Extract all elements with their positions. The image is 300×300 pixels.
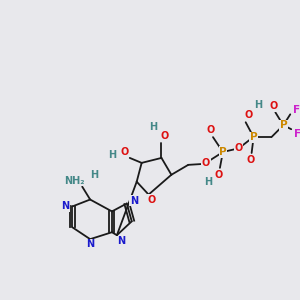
Text: N: N — [61, 202, 69, 212]
Text: O: O — [202, 158, 210, 168]
Text: H: H — [149, 122, 158, 132]
Text: N: N — [86, 239, 94, 249]
Text: F: F — [294, 129, 300, 139]
Text: H: H — [90, 170, 98, 180]
Text: NH₂: NH₂ — [64, 176, 85, 186]
Text: N: N — [117, 236, 125, 246]
Text: P: P — [280, 120, 287, 130]
Text: H: H — [254, 100, 262, 110]
Text: P: P — [219, 147, 227, 157]
Text: O: O — [215, 170, 223, 180]
Text: O: O — [235, 143, 243, 153]
Text: O: O — [147, 194, 156, 205]
Text: O: O — [269, 101, 278, 111]
Text: O: O — [244, 110, 253, 120]
Text: P: P — [250, 132, 257, 142]
Text: O: O — [207, 125, 215, 135]
Text: O: O — [121, 147, 129, 157]
Text: O: O — [160, 131, 169, 141]
Text: O: O — [247, 155, 255, 165]
Text: H: H — [108, 150, 116, 160]
Text: N: N — [130, 196, 138, 206]
Text: H: H — [204, 177, 212, 187]
Text: F: F — [292, 105, 300, 116]
